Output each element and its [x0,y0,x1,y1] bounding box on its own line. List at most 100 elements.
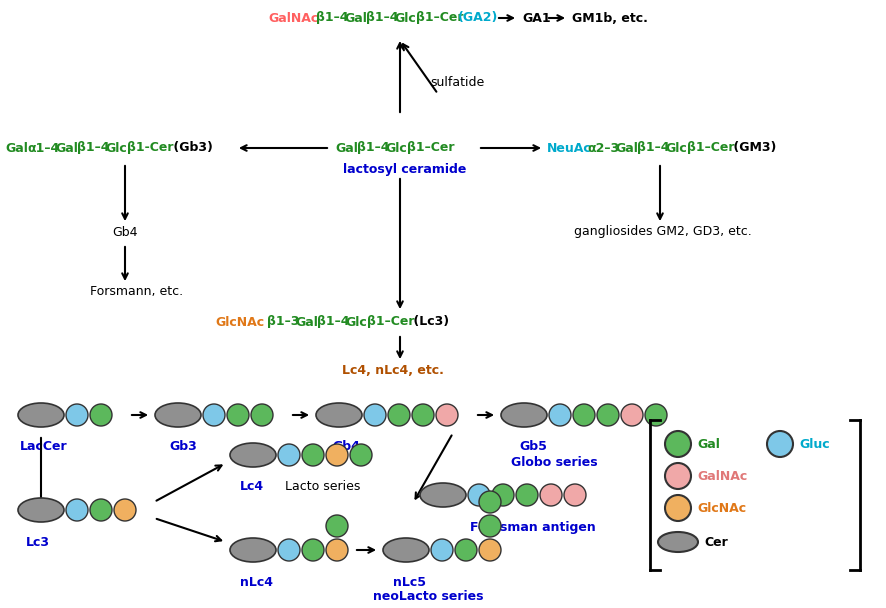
Text: sulfatide: sulfatide [430,75,485,89]
Text: Gal: Gal [697,438,719,451]
Text: Gb5: Gb5 [519,441,547,454]
Ellipse shape [468,484,490,506]
Text: Glc: Glc [105,142,127,154]
Ellipse shape [479,515,501,537]
Text: Gal: Gal [335,142,358,154]
Ellipse shape [230,443,276,467]
Text: β1–Cer: β1–Cer [407,142,455,154]
Ellipse shape [436,404,458,426]
Ellipse shape [66,404,88,426]
Ellipse shape [227,404,249,426]
Text: GalNAc: GalNAc [697,469,747,483]
Text: (GM3): (GM3) [729,142,776,154]
Ellipse shape [278,539,300,561]
Text: nLc4: nLc4 [240,576,273,589]
Text: Lc4: Lc4 [240,480,264,494]
Ellipse shape [658,532,698,552]
Text: β1-Cer: β1-Cer [127,142,174,154]
Text: Glc: Glc [345,316,367,328]
Text: NeuAc: NeuAc [547,142,592,154]
Ellipse shape [431,539,453,561]
Text: Lacto series: Lacto series [285,480,361,494]
Text: GA1: GA1 [522,12,550,24]
Text: Lc4, nLc4, etc.: Lc4, nLc4, etc. [342,364,444,376]
Ellipse shape [621,404,643,426]
Ellipse shape [302,444,324,466]
Text: GlcNAc: GlcNAc [697,502,746,514]
Ellipse shape [501,403,547,427]
Ellipse shape [278,444,300,466]
Ellipse shape [645,404,667,426]
Ellipse shape [155,403,201,427]
Ellipse shape [412,404,434,426]
Text: lactosyl ceramide: lactosyl ceramide [343,164,466,176]
Text: neoLacto series: neoLacto series [373,590,484,604]
Text: Globo series: Globo series [511,455,598,469]
Text: Glc: Glc [665,142,687,154]
Text: β1–4: β1–4 [316,12,348,24]
Text: β1–4: β1–4 [77,142,110,154]
Text: α2–3: α2–3 [587,142,619,154]
Text: Gal: Gal [55,142,78,154]
Ellipse shape [597,404,619,426]
Text: (Lc3): (Lc3) [409,316,449,328]
Ellipse shape [114,499,136,521]
Text: Glc: Glc [385,142,407,154]
Ellipse shape [90,404,112,426]
Ellipse shape [516,484,538,506]
Text: Gal: Gal [344,12,367,24]
Ellipse shape [665,495,691,521]
Text: LacCer: LacCer [20,441,67,454]
Ellipse shape [573,404,595,426]
Ellipse shape [18,403,64,427]
Ellipse shape [316,403,362,427]
Text: nLc5: nLc5 [393,576,426,589]
Ellipse shape [326,539,348,561]
Text: β1–4: β1–4 [637,142,670,154]
Text: α1–4: α1–4 [27,142,59,154]
Text: gangliosides GM2, GD3, etc.: gangliosides GM2, GD3, etc. [574,226,751,238]
Ellipse shape [230,538,276,562]
Text: β1–Cer: β1–Cer [687,142,734,154]
Text: Gal: Gal [5,142,27,154]
Ellipse shape [479,539,501,561]
Ellipse shape [479,491,501,513]
Ellipse shape [383,538,429,562]
Text: β1–4: β1–4 [317,316,349,328]
Text: Gb4: Gb4 [112,226,137,238]
Ellipse shape [549,404,571,426]
Text: β1–4: β1–4 [357,142,390,154]
Ellipse shape [388,404,410,426]
Ellipse shape [66,499,88,521]
Ellipse shape [564,484,586,506]
Text: Gb4: Gb4 [332,441,360,454]
Ellipse shape [455,539,477,561]
Text: Cer: Cer [704,536,727,548]
Ellipse shape [364,404,386,426]
Ellipse shape [326,444,348,466]
Text: Forssman antigen: Forssman antigen [470,520,595,533]
Text: (GA2): (GA2) [458,12,498,24]
Ellipse shape [665,431,691,457]
Ellipse shape [302,539,324,561]
Text: Lc3: Lc3 [26,536,50,548]
Ellipse shape [420,483,466,507]
Text: β1–Cer: β1–Cer [367,316,415,328]
Ellipse shape [251,404,273,426]
Ellipse shape [90,499,112,521]
Text: β1–4: β1–4 [366,12,399,24]
Ellipse shape [540,484,562,506]
Ellipse shape [203,404,225,426]
Text: GalNAc: GalNAc [268,12,318,24]
Text: β1–3: β1–3 [267,316,299,328]
Text: Glc: Glc [394,12,416,24]
Text: β1–Cer: β1–Cer [416,12,463,24]
Text: Gluc: Gluc [799,438,829,451]
Ellipse shape [18,498,64,522]
Text: (Gb3): (Gb3) [169,142,213,154]
Text: Gal: Gal [295,316,318,328]
Ellipse shape [665,463,691,489]
Ellipse shape [326,515,348,537]
Text: GlcNAc: GlcNAc [215,316,264,328]
Ellipse shape [350,444,372,466]
